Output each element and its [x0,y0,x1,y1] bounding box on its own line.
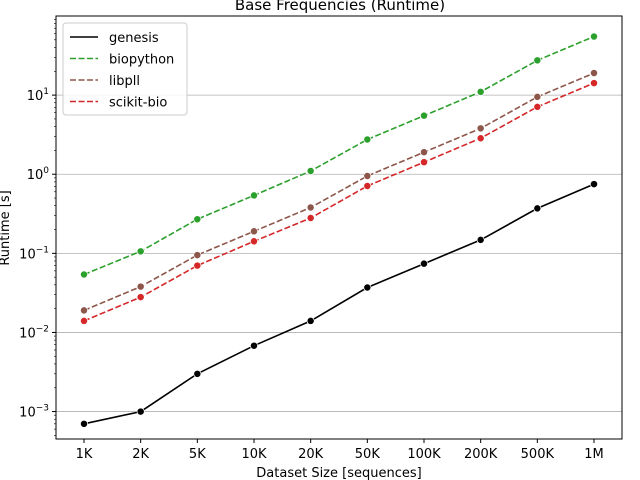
series-line-scikit-bio [83,82,595,322]
y-tick-label: 10−3 [19,404,49,421]
data-point-genesis [533,204,542,213]
x-tick-label: 5K [189,447,206,462]
data-point-scikit-bio [136,293,145,302]
x-tick-label: 50K [355,447,381,462]
legend-label-scikit-bio: scikit-bio [109,96,167,111]
data-point-libpll [193,251,202,260]
data-point-biopython [136,247,145,256]
data-point-biopython [193,215,202,224]
y-tick-label: 10−2 [19,324,49,341]
data-point-scikit-bio [306,214,315,222]
data-point-libpll [80,306,88,315]
legend-box [62,22,188,116]
data-point-biopython [80,270,88,279]
data-point-scikit-bio [80,316,88,325]
data-point-biopython [420,111,428,120]
data-point-biopython [363,135,372,144]
data-point-genesis [193,369,202,378]
data-point-scikit-bio [193,261,202,270]
data-point-biopython [533,56,542,65]
data-point-genesis [420,259,428,268]
data-point-biopython [250,191,258,200]
data-point-biopython [476,87,485,96]
data-point-genesis [363,283,372,292]
y-tick-label: 101 [27,87,49,104]
data-point-libpll [250,227,258,236]
data-point-genesis [476,235,485,244]
x-tick-label: 10K [241,447,267,462]
x-tick-label: 500K [521,447,555,462]
x-tick-label: 20K [298,447,324,462]
series-line-libpll [83,72,595,312]
data-point-scikit-bio [590,79,598,88]
legend-label-libpll: libpll [109,74,140,89]
series-line-genesis [83,183,595,425]
x-tick-label: 200K [464,447,498,462]
data-point-libpll [306,203,315,212]
legend-label-biopython: biopython [109,53,174,68]
data-point-genesis [250,341,258,350]
data-point-scikit-bio [250,237,258,246]
x-tick-label: 1M [584,447,604,462]
data-point-genesis [306,316,315,325]
data-point-biopython [306,167,315,175]
plot-series [80,32,598,428]
y-tick-label: 10−1 [19,245,49,262]
series-genesis [80,180,598,428]
x-tick-label: 100K [407,447,441,462]
data-point-scikit-bio [533,102,542,111]
series-scikit-bio [80,79,598,325]
legend-label-genesis: genesis [109,31,159,46]
data-point-genesis [590,180,598,189]
y-axis-title: Runtime [s] [0,190,13,265]
x-axis-title: Dataset Size [sequences] [256,466,421,480]
data-point-genesis [80,419,88,428]
series-biopython [80,32,598,279]
series-line-biopython [83,35,595,276]
data-point-libpll [533,92,542,101]
y-tick-label: 100 [27,166,50,183]
x-tick-label: 2K [132,447,149,462]
plot-area-frame [55,15,623,440]
chart-title: Base Frequencies (Runtime) [235,0,445,14]
data-point-libpll [476,124,485,133]
x-axis-ticks: 1K 2K 5K 10K 20K 50K 100K 200K 500K 1M [76,439,604,462]
data-point-genesis [136,407,145,416]
y-axis-ticks: 10−3 10−2 10−1 100 101 [19,19,56,436]
legend: genesis biopython libpll scikit-bio [62,22,188,116]
data-point-scikit-bio [420,158,428,167]
data-point-biopython [590,32,598,41]
data-point-libpll [136,282,145,291]
data-point-scikit-bio [476,134,485,143]
data-point-libpll [363,172,372,180]
x-tick-label: 1K [76,447,93,462]
data-point-libpll [590,69,598,78]
series-libpll [80,69,598,315]
data-point-libpll [420,148,428,157]
data-point-scikit-bio [363,182,372,190]
